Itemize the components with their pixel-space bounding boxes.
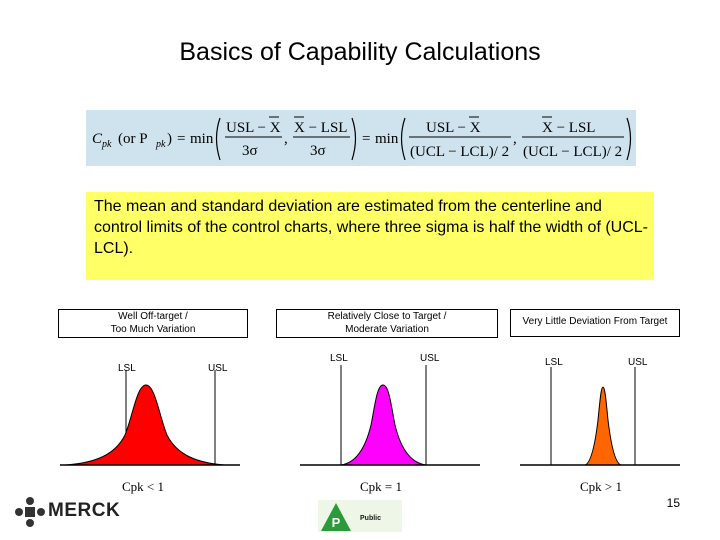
formula-equals-2: = (362, 131, 370, 147)
panel-2-label-line2: Moderate Variation (345, 324, 429, 335)
term4-denominator: (UCL − LCL)/ 2 (523, 144, 622, 160)
panel-3-label: Very Little Deviation From Target (510, 309, 680, 337)
panel-3-usl-label: USL (628, 357, 648, 368)
panel-2-lsl-label: LSL (330, 353, 348, 364)
formula-min-2: min (375, 131, 399, 147)
panel-1-label-line1: Well Off-target / (118, 311, 188, 322)
formula-pk2: pk (155, 139, 166, 150)
paren-open-2 (400, 117, 406, 161)
paren-close-1 (351, 117, 357, 161)
merck-logo-text: MERCK (48, 500, 121, 521)
paren-close-2 (626, 117, 632, 161)
formula-equals-1: = (177, 131, 185, 147)
formula-close: ) (167, 131, 172, 147)
formula-or: (or P (118, 131, 148, 147)
term4-numerator: X − LSL (542, 120, 595, 136)
term3-denominator: (UCL − LCL)/ 2 (410, 144, 509, 160)
term1-numerator: USL − X (226, 120, 281, 136)
page-number: 15 (666, 496, 680, 510)
term3-numerator: USL − X (426, 120, 481, 136)
explanation-box: The mean and standard deviation are esti… (86, 192, 654, 280)
panel-2-curve (295, 355, 485, 470)
formula-min-1: min (190, 131, 214, 147)
panel-1-curve (55, 355, 245, 470)
paren-open-1 (215, 117, 221, 161)
public-badge-letter: P (332, 515, 341, 530)
panel-1-label: Well Off-target / Too Much Variation (58, 309, 248, 338)
panel-1-distribution (64, 384, 226, 466)
panel-3-distribution (584, 386, 622, 466)
panel-3-cpk: Cpk > 1 (580, 479, 623, 494)
term2-denominator: 3σ (310, 143, 326, 159)
panel-2-label-line1: Relatively Close to Target / (327, 311, 447, 322)
explanation-text: The mean and standard deviation are esti… (94, 198, 648, 257)
panel-2-label: Relatively Close to Target / Moderate Va… (276, 309, 498, 338)
formula-comma-2: , (513, 131, 517, 147)
slide-title: Basics of Capability Calculations (179, 38, 541, 66)
panel-2-cpk: Cpk = 1 (360, 479, 403, 494)
formula-pk: pk (101, 139, 112, 150)
term2-numerator: X − LSL (294, 120, 347, 136)
panel-3-curve (515, 355, 690, 470)
panel-1-lsl-label: LSL (118, 363, 136, 374)
formula-comma-1: , (284, 131, 288, 147)
panel-3-label-line1: Very Little Deviation From Target (522, 316, 668, 327)
term1-denominator: 3σ (242, 143, 258, 159)
panel-1-cpk: Cpk < 1 (122, 479, 165, 494)
public-badge-text: Public (360, 515, 382, 522)
capability-formula: C pk (or P pk ) = min USL − X 3σ , X − L… (92, 116, 632, 161)
merck-logo-icon (14, 496, 46, 533)
panel-2-distribution (340, 384, 427, 466)
formula-box: C pk (or P pk ) = min USL − X 3σ , X − L… (86, 110, 636, 166)
panel-1-usl-label: USL (208, 363, 228, 374)
panel-3-lsl-label: LSL (545, 357, 563, 368)
public-badge-icon: P (320, 502, 352, 537)
panel-2-usl-label: USL (420, 353, 440, 364)
formula-c: C (92, 131, 103, 147)
panel-1-label-line2: Too Much Variation (110, 324, 196, 335)
